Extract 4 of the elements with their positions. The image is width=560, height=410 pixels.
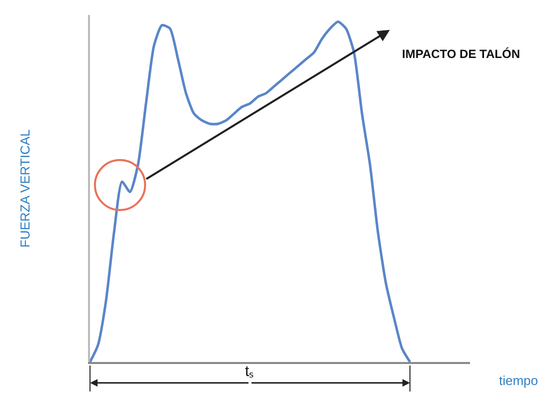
y-axis-title: FUERZA VERTICAL [17,129,32,248]
annotation: IMPACTO DE TALÓN [402,47,520,61]
text: tₛ [245,363,254,380]
text: tiempo [499,373,538,388]
